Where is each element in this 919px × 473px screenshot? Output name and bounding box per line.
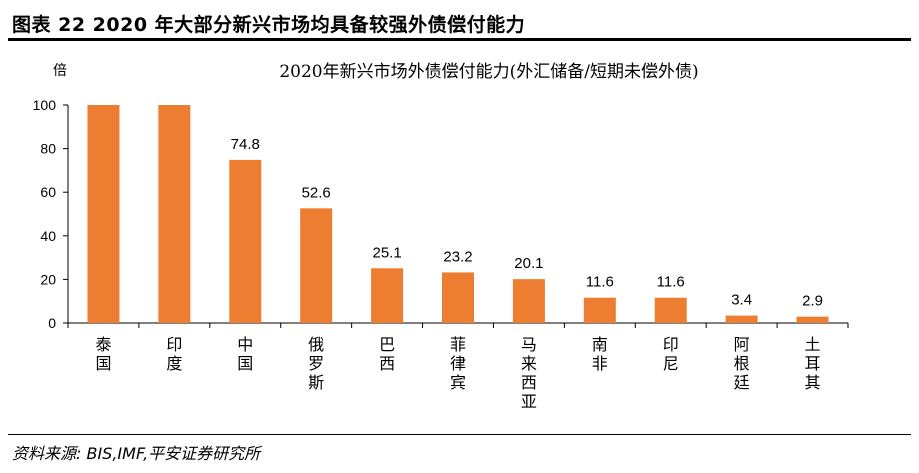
data-label: 52.6 — [302, 184, 331, 201]
footer-rule — [8, 434, 911, 435]
bar-8 — [583, 297, 616, 323]
data-labels-group: 74.8 52.6 25.1 23.2 20.1 11.6 11.6 3.4 2.9 — [231, 136, 823, 310]
data-label: 11.6 — [657, 274, 685, 291]
data-label: 23.2 — [443, 248, 472, 265]
y-tick-label: 0 — [48, 315, 56, 331]
category-label: 印尼 — [663, 335, 679, 373]
data-label: 11.6 — [586, 274, 614, 291]
category-label: 中国 — [237, 335, 253, 373]
bar-5 — [371, 268, 404, 323]
y-axis-unit-label: 倍 — [53, 63, 67, 79]
y-tick-label: 20 — [40, 271, 56, 287]
data-label: 20.1 — [514, 255, 543, 272]
figure-title: 图表 22 2020 年大部分新兴市场均具备较强外债偿付能力 — [12, 14, 526, 36]
bar-4 — [300, 208, 333, 323]
category-label: 印度 — [166, 335, 182, 373]
y-tick-label: 80 — [40, 141, 56, 157]
bar-3 — [229, 159, 262, 323]
y-tick-label: 60 — [40, 184, 56, 200]
category-labels-group: 泰国 印度 中国 俄罗斯 巴西 菲律宾 马来西亚 南非 印尼 阿根廷 土耳其 — [95, 335, 820, 411]
source-note: 资料来源: BIS,IMF,平安证券研究所 — [12, 444, 261, 463]
category-label: 菲律宾 — [450, 335, 466, 392]
category-label: 马来西亚 — [521, 335, 537, 411]
chart-title: 2020年新兴市场外债偿付能力(外汇储备/短期未偿外债) — [279, 62, 698, 82]
bar-10 — [725, 315, 758, 323]
category-label: 南非 — [592, 335, 608, 373]
category-label: 土耳其 — [805, 335, 821, 392]
header-rule — [8, 38, 911, 41]
bar-7 — [512, 279, 545, 323]
bar-1 — [87, 105, 120, 323]
category-label: 泰国 — [95, 335, 111, 373]
data-label: 2.9 — [802, 293, 823, 310]
bar-6 — [442, 272, 474, 323]
y-tick-label: 100 — [33, 97, 57, 113]
data-label: 25.1 — [372, 244, 401, 261]
axes: 0 20 40 60 80 100 — [33, 97, 849, 331]
bar-2 — [158, 105, 191, 323]
bar-9 — [654, 297, 687, 323]
y-tick-label: 40 — [40, 228, 56, 244]
category-label: 俄罗斯 — [308, 335, 324, 392]
bars-group — [87, 105, 829, 323]
data-label: 3.4 — [731, 292, 752, 309]
category-label: 巴西 — [379, 335, 395, 373]
category-label: 阿根廷 — [734, 335, 750, 392]
data-label: 74.8 — [231, 136, 260, 153]
figure-header: 图表 22 2020 年大部分新兴市场均具备较强外债偿付能力 — [8, 6, 911, 40]
bar-11 — [796, 316, 829, 323]
